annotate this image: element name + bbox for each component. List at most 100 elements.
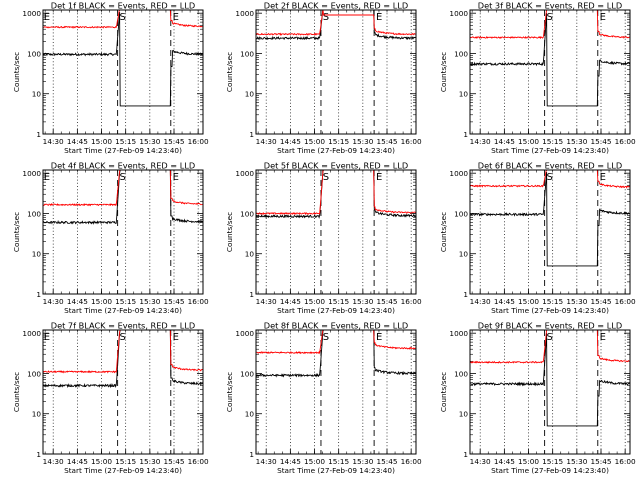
y-tick-label: 1000	[235, 329, 254, 338]
y-tick-label: 1	[36, 130, 41, 139]
marker-label-E: E	[44, 12, 50, 23]
x-tick-label: 16:00	[188, 137, 209, 146]
x-tick-label: 14:30	[470, 137, 491, 146]
x-tick-label: 15:00	[304, 297, 325, 306]
marker-label-E: E	[600, 332, 606, 343]
x-tick-label: 15:45	[590, 457, 611, 466]
x-tick-label: 15:00	[304, 457, 325, 466]
plot-frame	[255, 169, 417, 295]
y-tick-label: 1000	[235, 169, 254, 178]
marker-label-E: E	[173, 172, 179, 183]
y-tick-label: 10	[245, 410, 255, 419]
marker-label-E: E	[376, 12, 382, 23]
panel-3f: Det 3f BLACK = Events, RED = LLD Start Ti…	[439, 1, 636, 156]
x-tick-label: 15:45	[163, 297, 184, 306]
y-tick-label: 10	[459, 250, 469, 259]
x-tick-label: 16:00	[188, 297, 209, 306]
y-tick-label: 10	[32, 410, 42, 419]
x-axis-label: Start Time (27-Feb-09 14:23:40)	[64, 306, 182, 315]
marker-label-E: E	[173, 12, 179, 23]
y-tick-label: 1	[249, 130, 254, 139]
x-tick-label: 15:00	[91, 297, 112, 306]
marker-label-E: E	[600, 12, 606, 23]
panel-5f: Det 5f BLACK = Events, RED = LLD Start Ti…	[225, 161, 422, 316]
y-tick-label: 1000	[22, 329, 41, 338]
y-tick-label: 10	[459, 90, 469, 99]
y-tick-label: 100	[240, 209, 254, 218]
x-tick-label: 14:30	[470, 457, 491, 466]
x-tick-label: 15:00	[518, 297, 539, 306]
y-tick-label: 100	[27, 49, 41, 58]
x-tick-label: 15:30	[352, 297, 373, 306]
y-tick-label: 1	[36, 290, 41, 299]
series-line-lld	[256, 329, 416, 355]
x-tick-label: 15:15	[542, 457, 563, 466]
y-tick-label: 1	[249, 450, 254, 459]
x-tick-label: 15:15	[115, 137, 136, 146]
panel-2f: Det 2f BLACK = Events, RED = LLD Start Ti…	[225, 1, 422, 156]
x-tick-label: 14:45	[280, 137, 301, 146]
series-line-events	[256, 329, 416, 378]
plot-frame	[42, 169, 204, 295]
x-tick-label: 15:15	[542, 297, 563, 306]
marker-label-S: S	[323, 12, 329, 23]
x-tick-label: 15:00	[518, 457, 539, 466]
y-tick-label: 1	[36, 450, 41, 459]
x-tick-label: 14:45	[67, 297, 88, 306]
x-tick-label: 15:30	[139, 457, 160, 466]
x-tick-label: 14:45	[67, 137, 88, 146]
x-tick-label: 15:30	[566, 297, 587, 306]
y-tick-label: 10	[32, 250, 42, 259]
marker-label-E: E	[376, 172, 382, 183]
x-tick-label: 15:30	[139, 137, 160, 146]
x-tick-label: 14:45	[494, 457, 515, 466]
y-tick-label: 1000	[449, 329, 468, 338]
x-tick-label: 15:15	[328, 137, 349, 146]
y-axis-label: Counts/sec	[439, 212, 448, 252]
x-tick-label: 15:30	[566, 457, 587, 466]
y-tick-label: 10	[245, 90, 255, 99]
x-tick-label: 14:45	[494, 137, 515, 146]
y-tick-label: 100	[27, 209, 41, 218]
x-axis-label: Start Time (27-Feb-09 14:23:40)	[491, 466, 609, 475]
series-line-events	[470, 171, 630, 267]
y-tick-label: 1000	[22, 169, 41, 178]
x-axis-label: Start Time (27-Feb-09 14:23:40)	[277, 466, 395, 475]
series-line-events	[470, 333, 630, 427]
plot-frame	[255, 329, 417, 455]
marker-label-S: S	[119, 332, 125, 343]
x-tick-label: 15:15	[542, 137, 563, 146]
x-axis-label: Start Time (27-Feb-09 14:23:40)	[64, 466, 182, 475]
y-axis-label: Counts/sec	[439, 52, 448, 92]
plot-frame	[42, 329, 204, 455]
marker-label-E: E	[173, 332, 179, 343]
marker-label-S: S	[546, 172, 552, 183]
y-tick-label: 10	[245, 250, 255, 259]
plot-frame	[42, 9, 204, 135]
marker-label-S: S	[119, 12, 125, 23]
plot-frame	[469, 169, 631, 295]
x-tick-label: 14:30	[43, 457, 64, 466]
panel-title: Det 9f BLACK = Events, RED = LLD	[478, 321, 622, 331]
x-tick-label: 15:45	[376, 297, 397, 306]
y-tick-label: 100	[240, 49, 254, 58]
x-tick-label: 14:30	[470, 297, 491, 306]
x-tick-label: 15:15	[115, 297, 136, 306]
x-tick-label: 15:00	[91, 137, 112, 146]
panel-title: Det 4f BLACK = Events, RED = LLD	[51, 161, 195, 171]
panel-title: Det 3f BLACK = Events, RED = LLD	[478, 1, 622, 11]
marker-label-E: E	[376, 332, 382, 343]
x-tick-label: 15:30	[352, 457, 373, 466]
x-tick-label: 15:30	[139, 297, 160, 306]
x-axis-label: Start Time (27-Feb-09 14:23:40)	[491, 146, 609, 155]
panel-6f: Det 6f BLACK = Events, RED = LLD Start Ti…	[439, 161, 636, 316]
y-axis-label: Counts/sec	[12, 212, 21, 252]
series-line-lld	[256, 169, 416, 216]
panel-title: Det 2f BLACK = Events, RED = LLD	[264, 1, 408, 11]
x-tick-label: 14:30	[256, 297, 277, 306]
y-axis-label: Counts/sec	[12, 372, 21, 412]
panel-4f: Det 4f BLACK = Events, RED = LLD Start Ti…	[12, 161, 209, 316]
x-tick-label: 15:00	[518, 137, 539, 146]
x-axis-label: Start Time (27-Feb-09 14:23:40)	[277, 306, 395, 315]
x-tick-label: 14:30	[256, 137, 277, 146]
